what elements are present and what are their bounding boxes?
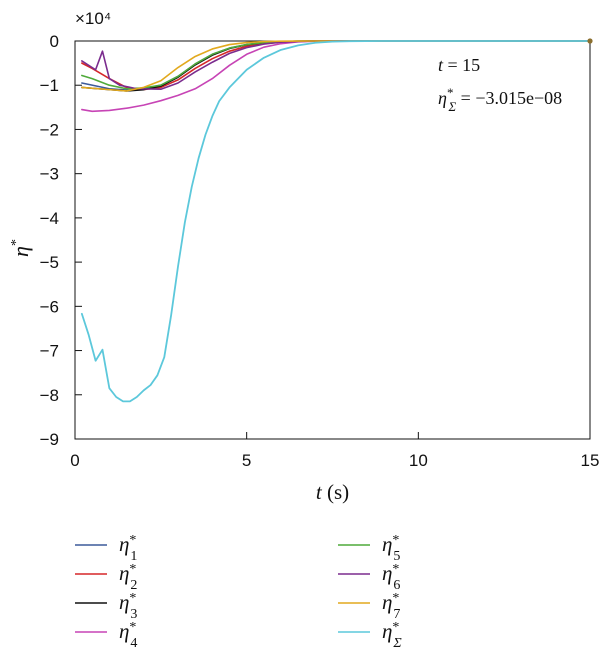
y-tick-label: −9 [40,430,59,449]
plot-region: 0 5 10 15 0 −1 −2 −3 −4 −5 −6 −7 −8 −9 [40,32,600,470]
y-tick-label: −5 [40,253,59,272]
y-tick-label: −7 [40,342,59,361]
legend: η* 1η* 2η* 3η* 4 η* 5η* 6η* 7η* Σ [75,532,402,651]
annotation-time: t = 15 [438,55,480,75]
legend-item-4: η* 4 [75,619,137,651]
annotation-group: t = 15 η* Σ = −3.015e−08 [438,55,562,114]
series-line-7 [81,40,591,92]
x-tick-label: 0 [70,451,79,470]
x-tick-label: 5 [242,451,251,470]
y-tick-label: −4 [40,209,59,228]
legend-item-5: η* 5 [338,532,400,564]
y-axis-label: η* [8,239,33,257]
legend-label: η* 2 [119,561,137,593]
legend-label: η* 5 [382,532,400,564]
legend-item-1: η* 1 [75,532,137,564]
y-scale-label: ×10⁴ [75,9,111,28]
legend-label: η* 4 [119,619,137,651]
x-tick-label: 10 [409,451,428,470]
legend-item-2: η* 2 [75,561,137,593]
legend-label: η* 3 [119,590,137,622]
y-tick-label: −1 [40,76,59,95]
legend-item-7: η* 7 [338,590,400,622]
legend-item-3: η* 3 [75,590,137,622]
x-tick-label: 15 [581,451,600,470]
legend-label: η* 6 [382,561,400,593]
y-tick-label: −8 [40,386,59,405]
legend-item-6: η* 6 [338,561,400,593]
tick-group: 0 5 10 15 0 −1 −2 −3 −4 −5 −6 −7 −8 −9 [40,32,600,470]
series-line-8 [80,40,591,403]
endpoint-marker [587,38,593,44]
legend-item-8: η* Σ [338,619,402,651]
legend-label: η* 7 [382,590,400,622]
legend-label: η* 1 [119,532,137,564]
x-axis-label: t (s) [316,480,349,504]
y-tick-label: −6 [40,297,59,316]
y-tick-label: 0 [50,32,59,51]
y-tick-label: −2 [40,120,59,139]
legend-label: η* Σ [382,619,402,651]
series-group [80,40,591,403]
y-tick-label: −3 [40,165,59,184]
annotation-sum: η* Σ = −3.015e−08 [438,85,562,114]
